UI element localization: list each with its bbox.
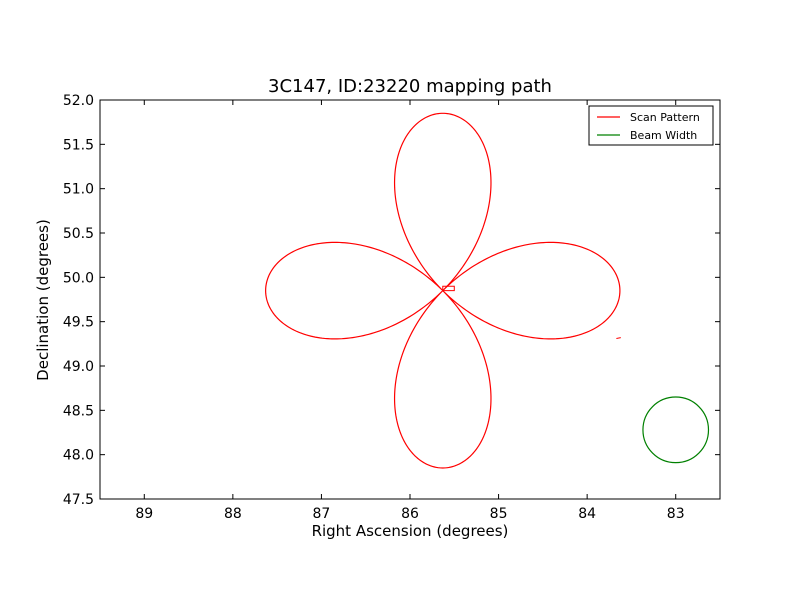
y-tick-label: 47.5 (63, 492, 94, 508)
x-tick-label: 87 (313, 506, 331, 522)
y-tick-label: 50.5 (63, 226, 94, 242)
x-axis: 89 88 87 86 85 84 83 (135, 100, 685, 522)
y-tick-label: 49.0 (63, 359, 94, 375)
legend-label-beam-width: Beam Width (630, 129, 697, 142)
series-scan-pattern (265, 112, 621, 469)
legend-box (588, 105, 714, 146)
series-beam-width (642, 396, 710, 464)
legend: Scan Pattern Beam Width (588, 105, 714, 146)
x-tick-label: 85 (490, 506, 508, 522)
scan-start-stub (616, 337, 621, 340)
y-tick-label: 49.5 (63, 315, 94, 331)
x-tick-label: 89 (135, 506, 153, 522)
y-tick-label: 52.0 (63, 93, 94, 109)
chart-title: 3C147, ID:23220 mapping path (268, 76, 552, 97)
series-layer (265, 112, 710, 469)
x-tick-label: 83 (667, 506, 685, 522)
y-tick-label: 51.5 (63, 137, 94, 153)
x-tick-label: 88 (224, 506, 242, 522)
y-tick-label: 51.0 (63, 182, 94, 198)
scan-offset-box (442, 285, 455, 292)
y-tick-label: 50.0 (63, 270, 94, 286)
y-tick-label: 48.0 (63, 448, 94, 464)
x-tick-label: 86 (401, 506, 419, 522)
x-axis-label: Right Ascension (degrees) (312, 522, 509, 540)
y-tick-label: 48.5 (63, 403, 94, 419)
plot-area (99, 99, 721, 500)
legend-label-scan-pattern: Scan Pattern (630, 111, 700, 124)
x-tick-label: 84 (578, 506, 596, 522)
y-axis-label: Declination (degrees) (34, 219, 52, 381)
plot-background (100, 100, 720, 499)
y-axis: 47.5 48.0 48.5 49.0 49.5 50.0 50.5 51.0 51.5 52.0 (63, 93, 720, 508)
